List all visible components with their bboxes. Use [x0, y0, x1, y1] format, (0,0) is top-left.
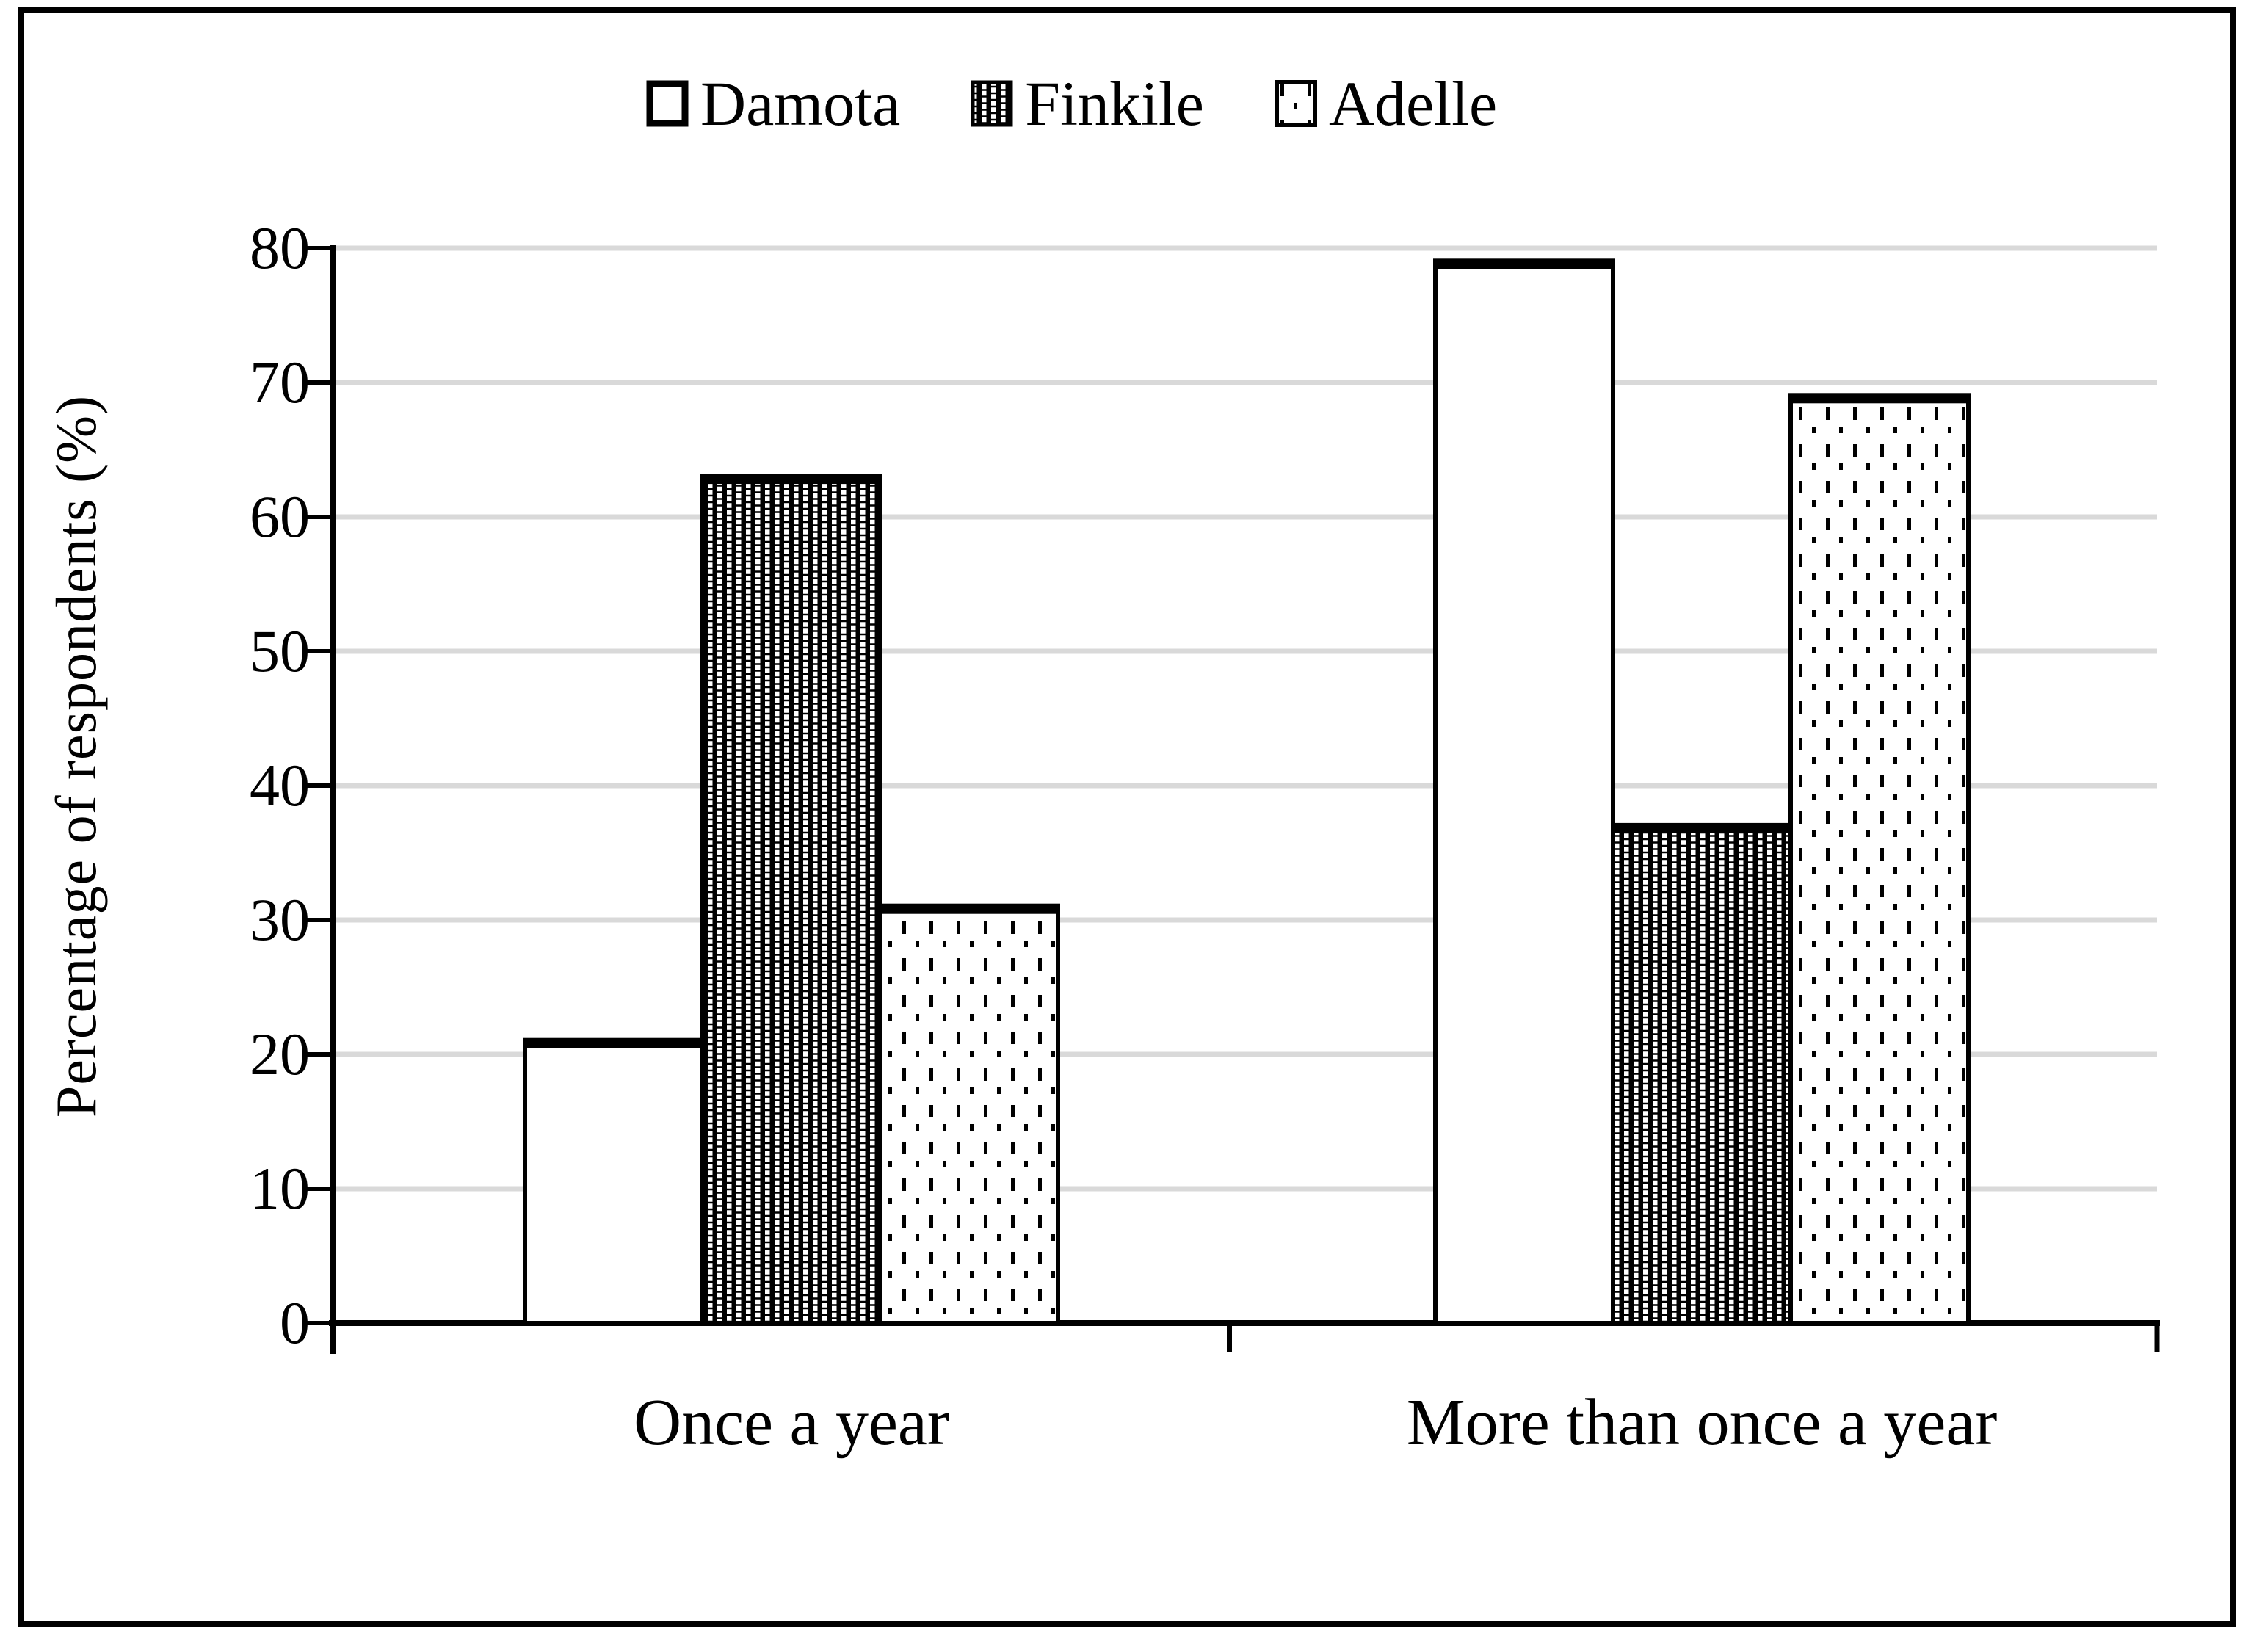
bar-cap-adelle-1	[878, 903, 1060, 914]
bar-cap-finkile-2	[1611, 822, 1793, 833]
legend-item-finkile: Finkile	[971, 72, 1204, 135]
legend-label-damota: Damota	[700, 68, 901, 139]
bar-damota-1	[523, 1038, 705, 1325]
y-tick-label-80: 80	[250, 214, 310, 281]
y-tick-label-70: 70	[250, 349, 310, 416]
y-tick-label-0: 0	[280, 1289, 310, 1356]
figure-border	[18, 7, 2236, 1627]
bar-cap-adelle-2	[1788, 393, 1971, 404]
y-tick-label-30: 30	[250, 886, 310, 953]
bar-finkile-2	[1611, 823, 1793, 1325]
legend-label-adelle: Adelle	[1328, 68, 1498, 139]
legend: Damota Finkile Adelle	[646, 72, 1497, 135]
bar-adelle-2	[1788, 394, 1971, 1325]
category-label-1: Once a year	[634, 1386, 949, 1459]
legend-label-finkile: Finkile	[1025, 68, 1204, 139]
category-label-2: More than once a year	[1406, 1386, 1998, 1459]
y-tick-label-60: 60	[250, 483, 310, 550]
bar-finkile-1	[700, 474, 882, 1325]
adelle-swatch-icon	[1274, 80, 1317, 127]
bar-cap-finkile-1	[700, 474, 882, 485]
bar-adelle-1	[878, 904, 1060, 1325]
y-tick-label-40: 40	[250, 752, 310, 819]
bar-cap-damota-1	[523, 1037, 705, 1048]
damota-swatch-icon	[646, 80, 689, 127]
bar-cap-damota-2	[1433, 258, 1615, 269]
finkile-swatch-icon	[971, 80, 1013, 127]
legend-item-damota: Damota	[646, 72, 900, 135]
legend-item-adelle: Adelle	[1274, 68, 1498, 139]
y-tick-label-20: 20	[250, 1021, 310, 1087]
y-tick-label-50: 50	[250, 617, 310, 684]
bar-damota-2	[1433, 259, 1615, 1325]
y-tick-label-10: 10	[250, 1155, 310, 1222]
